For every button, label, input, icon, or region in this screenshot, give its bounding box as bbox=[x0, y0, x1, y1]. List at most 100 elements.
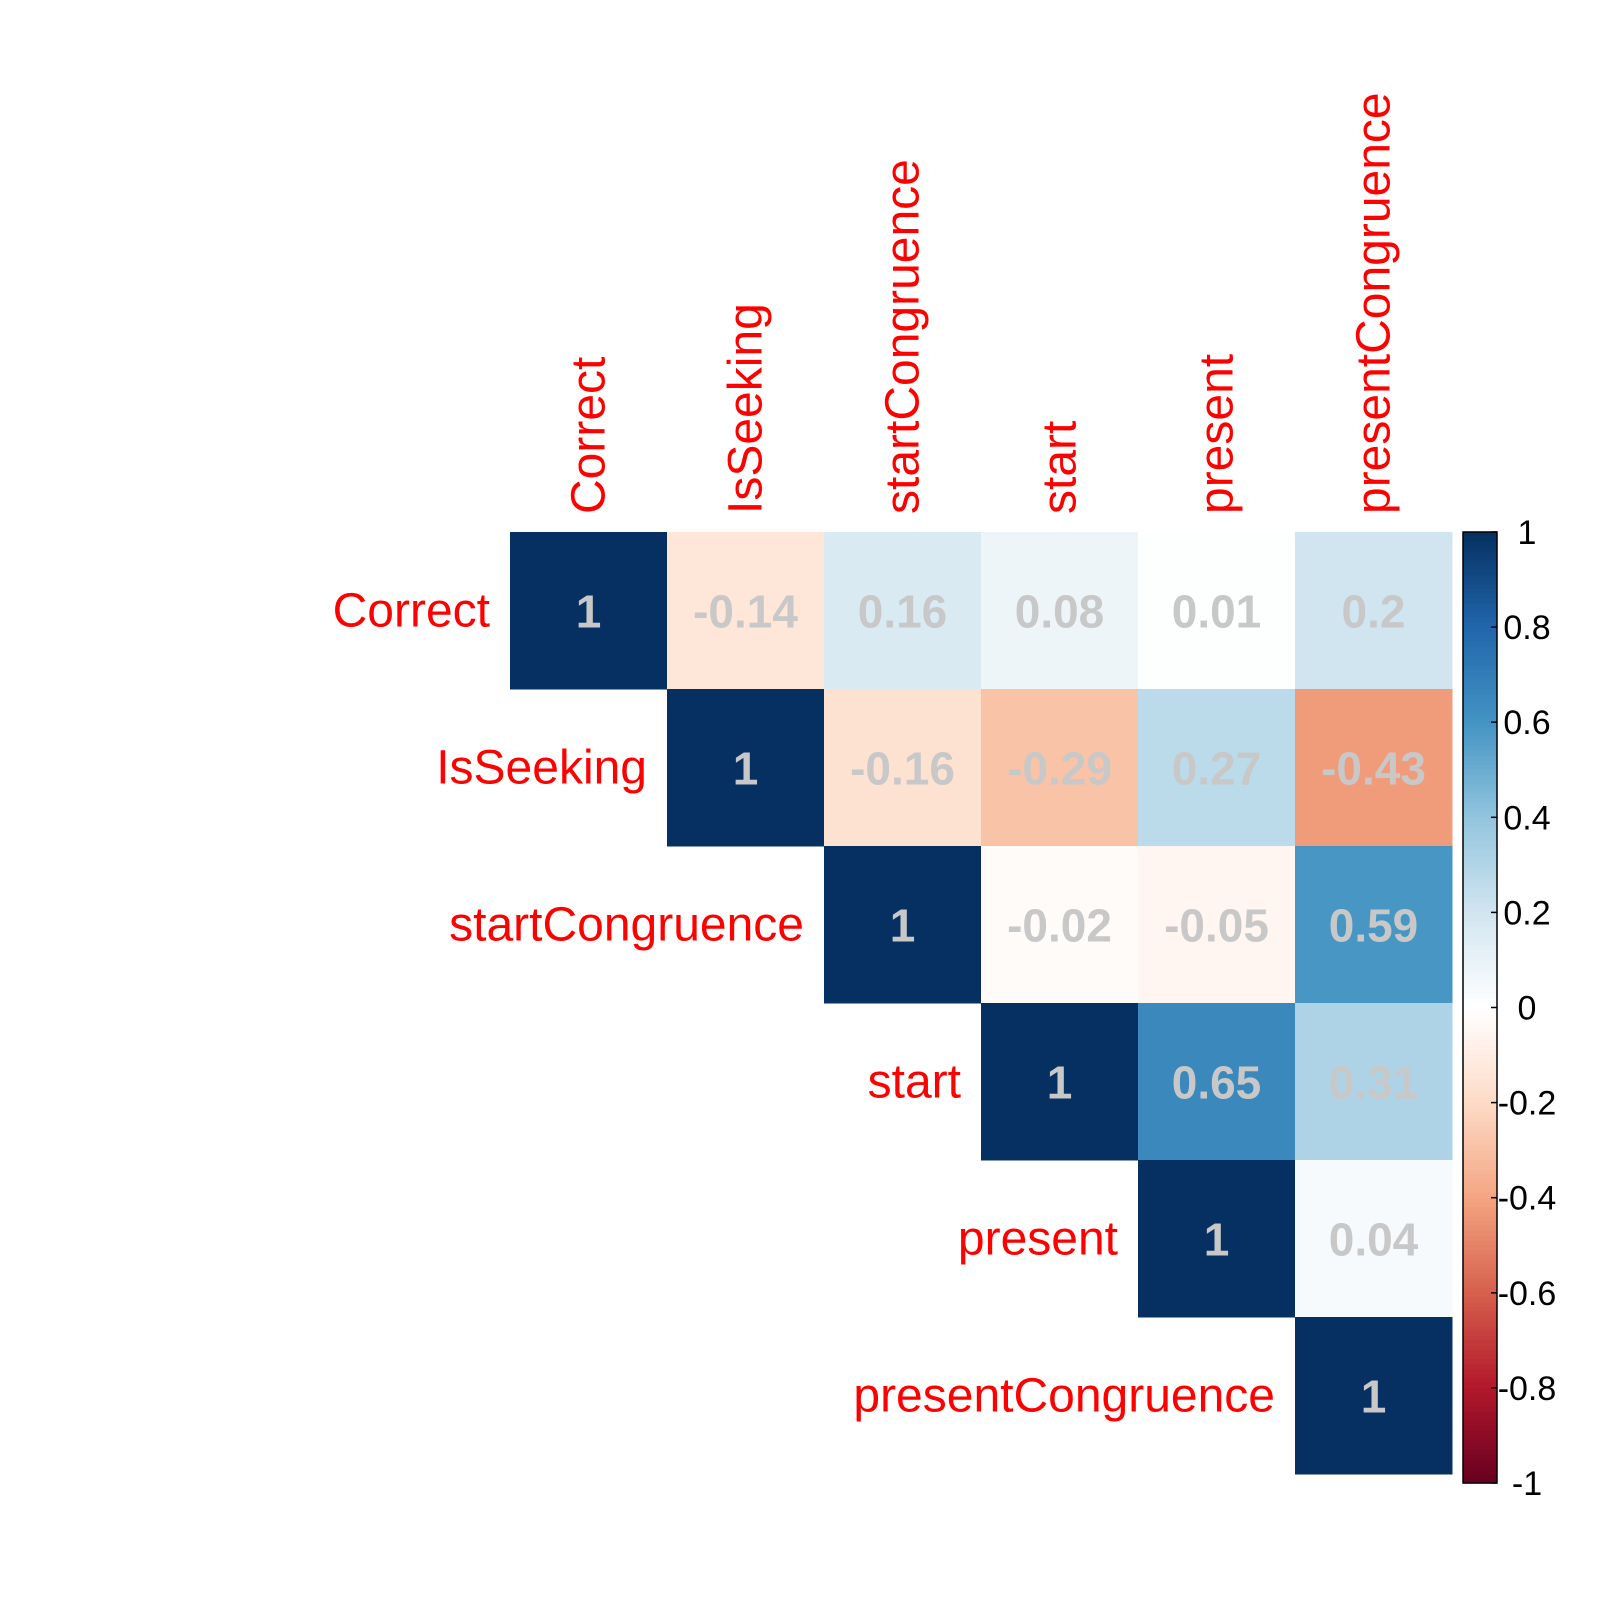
heatmap-cell-Correct-start bbox=[981, 532, 1139, 690]
row-label: start bbox=[868, 1056, 961, 1109]
legend-gradient-segment bbox=[1463, 1178, 1497, 1185]
legend-gradient-segment bbox=[1463, 551, 1497, 557]
legend-gradient-segment bbox=[1463, 1283, 1497, 1289]
legend-tick-label: -0.2 bbox=[1498, 1085, 1557, 1123]
legend-gradient-segment bbox=[1463, 1392, 1497, 1399]
color-legend: 1 0.8 0.6 0.4 0.2 0 -0.2 -0.4 -0.6 -0.8 -1 bbox=[1462, 514, 1557, 1503]
cell-value-label: 1 bbox=[1047, 1057, 1073, 1109]
row-label: Correct bbox=[333, 585, 490, 638]
cell-value-label: -0.14 bbox=[693, 586, 798, 638]
heatmap-cell-startCongruence-startCongruence bbox=[824, 846, 982, 1004]
legend-gradient-segment bbox=[1463, 655, 1497, 661]
legend-gradient-segment bbox=[1463, 650, 1497, 657]
legend-gradient-segment bbox=[1463, 1250, 1497, 1256]
heatmap-cell-Correct-presentCongruence bbox=[1295, 532, 1453, 690]
cell-value-label: 0.08 bbox=[1015, 586, 1105, 638]
legend-gradient-segment bbox=[1463, 1116, 1497, 1123]
cell-value-label: 1 bbox=[1204, 1214, 1230, 1266]
legend-gradient-segment bbox=[1463, 546, 1497, 552]
heatmap-cell-present-presentCongruence bbox=[1295, 1160, 1453, 1318]
legend-gradient-segment bbox=[1463, 1078, 1497, 1085]
legend-gradient-segment bbox=[1463, 974, 1497, 980]
column-label: start bbox=[1034, 421, 1087, 514]
cell-value-label: -0.02 bbox=[1007, 900, 1112, 952]
legend-gradient-segment bbox=[1463, 660, 1497, 666]
legend-gradient-segment bbox=[1463, 603, 1497, 609]
legend-gradient-segment bbox=[1463, 950, 1497, 956]
legend-gradient-segment bbox=[1463, 845, 1497, 852]
legend-gradient-segment bbox=[1463, 1440, 1497, 1446]
legend-gradient-segment bbox=[1463, 1364, 1497, 1370]
legend-gradient-segment bbox=[1463, 1463, 1497, 1470]
legend-gradient-segment bbox=[1463, 1411, 1497, 1418]
legend-gradient-segment bbox=[1463, 1069, 1497, 1075]
legend-gradient-segment bbox=[1463, 921, 1497, 928]
legend-gradient-segment bbox=[1463, 1259, 1497, 1265]
column-label: IsSeeking bbox=[720, 303, 773, 514]
legend-gradient-segment bbox=[1463, 1145, 1497, 1151]
legend-gradient-segment bbox=[1463, 907, 1497, 913]
legend-gradient-segment bbox=[1463, 1421, 1497, 1427]
legend-gradient-segment bbox=[1463, 917, 1497, 923]
legend-gradient-segment bbox=[1463, 755, 1497, 761]
legend-gradient-segment bbox=[1463, 1059, 1497, 1066]
legend-gradient-segment bbox=[1463, 1064, 1497, 1070]
cell-value-label: 1 bbox=[1361, 1371, 1387, 1423]
legend-gradient-segment bbox=[1463, 1131, 1497, 1137]
legend-gradient-segment bbox=[1463, 1254, 1497, 1261]
legend-gradient-segment bbox=[1463, 1007, 1497, 1013]
legend-gradient-segment bbox=[1463, 1012, 1497, 1018]
cell-value-label: -0.29 bbox=[1007, 743, 1112, 795]
row-labels: Correct IsSeeking startCongruence start pres… bbox=[333, 585, 1275, 1423]
legend-gradient-segment bbox=[1463, 997, 1497, 1004]
legend-gradient-segment bbox=[1463, 940, 1497, 947]
legend-gradient-segment bbox=[1463, 779, 1497, 785]
cell-value-label: -0.43 bbox=[1321, 743, 1426, 795]
heatmap-cell-start-start bbox=[981, 1003, 1139, 1161]
legend-gradient-segment bbox=[1463, 1164, 1497, 1170]
legend-gradient-segment bbox=[1463, 1188, 1497, 1194]
legend-gradient-segment bbox=[1463, 617, 1497, 623]
legend-gradient-segment bbox=[1463, 1026, 1497, 1032]
row-label: IsSeeking bbox=[436, 742, 647, 795]
cell-value-label: 0.04 bbox=[1329, 1214, 1419, 1266]
legend-gradient-segment bbox=[1463, 1307, 1497, 1313]
legend-gradient-segment bbox=[1463, 817, 1497, 823]
column-label: present bbox=[1191, 354, 1244, 514]
legend-gradient-segment bbox=[1463, 688, 1497, 695]
legend-gradient-segment bbox=[1463, 1468, 1497, 1475]
heatmap-cell-Correct-present bbox=[1138, 532, 1296, 690]
legend-gradient-segment bbox=[1463, 784, 1497, 790]
row-label: startCongruence bbox=[449, 899, 804, 952]
legend-gradient-segment bbox=[1463, 1230, 1497, 1237]
legend-gradient-segment bbox=[1463, 879, 1497, 885]
legend-gradient-segment bbox=[1463, 608, 1497, 614]
legend-gradient-segment bbox=[1463, 1402, 1497, 1408]
legend-gradient-segment bbox=[1463, 964, 1497, 971]
legend-gradient-segment bbox=[1463, 807, 1497, 814]
legend-gradient-segment bbox=[1463, 1297, 1497, 1303]
legend-gradient-segment bbox=[1463, 812, 1497, 818]
legend-gradient-segment bbox=[1463, 945, 1497, 952]
legend-gradient-segment bbox=[1463, 1140, 1497, 1146]
legend-gradient-segment bbox=[1463, 693, 1497, 700]
legend-gradient-segment bbox=[1463, 1449, 1497, 1456]
legend-tick-label: -1 bbox=[1512, 1465, 1542, 1503]
legend-gradient-segment bbox=[1463, 1288, 1497, 1294]
legend-gradient-segment bbox=[1463, 750, 1497, 757]
legend-gradient-segment bbox=[1463, 1050, 1497, 1056]
legend-gradient-segment bbox=[1463, 598, 1497, 604]
legend-gradient-segment bbox=[1463, 874, 1497, 880]
legend-gradient-segment bbox=[1463, 646, 1497, 652]
legend-gradient-segment bbox=[1463, 1173, 1497, 1180]
legend-gradient-segment bbox=[1463, 855, 1497, 861]
legend-gradient-segment bbox=[1463, 1454, 1497, 1460]
legend-gradient-segment bbox=[1463, 955, 1497, 961]
legend-gradient-segment bbox=[1463, 1093, 1497, 1099]
legend-gradient-segment bbox=[1463, 1478, 1497, 1484]
legend-gradient-segment bbox=[1463, 850, 1497, 856]
cell-value-label: 1 bbox=[576, 586, 602, 638]
heatmap-cell-startCongruence-presentCongruence bbox=[1295, 846, 1453, 1004]
legend-gradient-segment bbox=[1463, 1359, 1497, 1365]
